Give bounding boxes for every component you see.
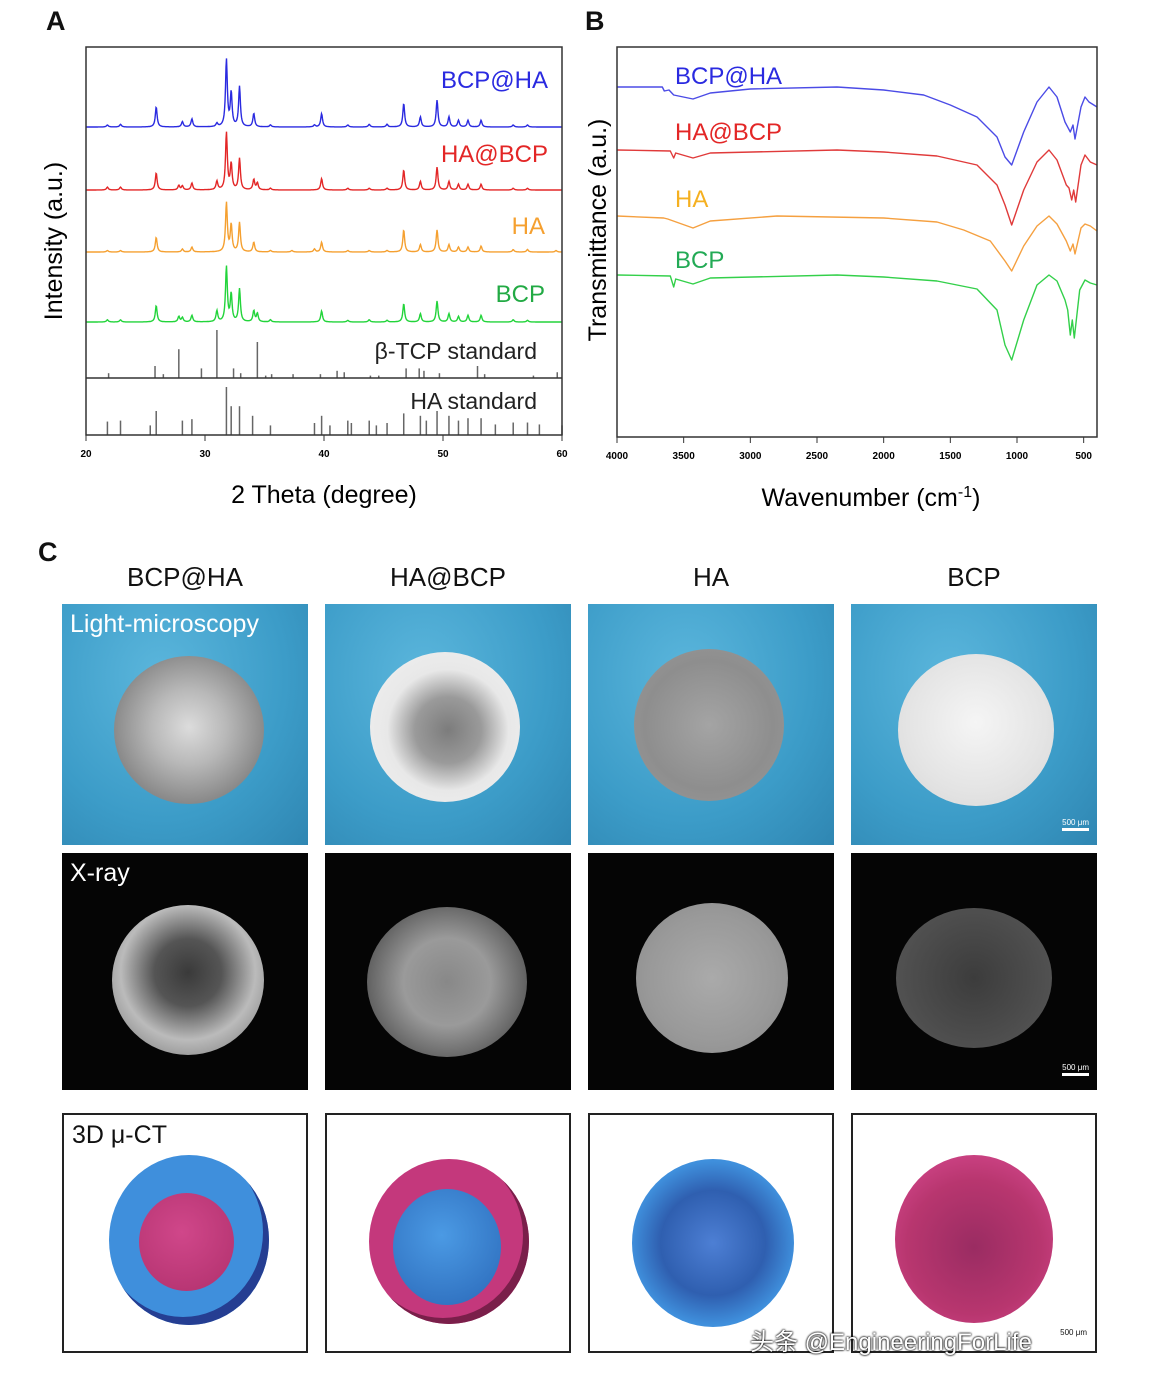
ftir-legend-bcp: BCP (675, 247, 724, 274)
ct-image-ha (588, 1113, 834, 1353)
ftir-series-bcp-ha (617, 86, 1098, 166)
panel-label-a: A (46, 6, 66, 36)
xrd-legend-ha: HA (512, 213, 545, 240)
ftir-y-label: Transmittance (a.u.) (584, 119, 612, 342)
xrd-series-ha-bcp (86, 131, 562, 191)
panel-label-c: C (38, 537, 58, 567)
scale-bar-xray: 500 μm (1062, 1063, 1089, 1076)
light-microscopy-image-ha (588, 604, 834, 845)
ftir-x-tick-label: 3500 (673, 451, 696, 462)
column-header-ha-bcp: HA@BCP (390, 562, 506, 592)
xrd-legend-bcp: BCP (496, 281, 545, 308)
row-label-xray: X-ray (70, 859, 130, 887)
ftir-series-ha-bcp (616, 149, 1098, 226)
panel-label-b: B (585, 6, 605, 36)
ftir-legend-bcp-ha: BCP@HA (675, 63, 782, 90)
ct-image-bcp: 500 μm (851, 1113, 1097, 1353)
xrd-series-bcp (86, 265, 562, 323)
ftir-x-tick-label: 3000 (739, 451, 762, 462)
xrd-plot-frame (85, 46, 563, 436)
xrd-chart: 20 30 40 50 60 2 Theta (degree) Intensity (a… (40, 46, 568, 509)
ftir-x-tick-label: 2500 (806, 451, 829, 462)
column-header-bcp-ha: BCP@HA (127, 562, 243, 592)
xrd-x-tick-label: 50 (437, 449, 449, 460)
light-microscopy-image-ha-bcp (325, 604, 571, 845)
ftir-x-tick-label: 4000 (606, 451, 629, 462)
row-label-3d-micro-ct: 3D μ-CT (72, 1121, 167, 1149)
ct-image-bcp-ha: 3D μ-CT (62, 1113, 308, 1353)
ftir-chart: 4000 3500 3000 2500 2000 1500 1000 500 Wavenumb… (584, 46, 1098, 512)
ftir-x-tick-label: 500 (1075, 451, 1092, 462)
ftir-series-bcp (616, 274, 1098, 361)
ftir-legend-ha-bcp: HA@BCP (675, 119, 782, 146)
xrd-legend-bcp-ha: BCP@HA (441, 67, 548, 94)
row-label-light-microscopy: Light-microscopy (70, 610, 259, 638)
xrd-x-tick-label: 30 (199, 449, 211, 460)
ftir-x-tick-label: 1500 (939, 451, 962, 462)
xrd-legend-ha-bcp: HA@BCP (441, 141, 548, 168)
scale-bar-light: 500 μm (1062, 818, 1089, 831)
xrd-x-tick-label: 20 (80, 449, 92, 460)
ftir-plot-frame (616, 46, 1098, 438)
scale-bar-ct: 500 μm (1060, 1328, 1087, 1337)
xrd-legend-ha-standard: HA standard (410, 388, 537, 414)
xrd-x-tick-label: 60 (556, 449, 568, 460)
xray-image-bcp: 500 μm (851, 853, 1097, 1090)
xrd-series-ha (86, 201, 562, 253)
ftir-x-label: Wavenumber (cm-1) (762, 484, 981, 512)
xrd-x-tick-label: 40 (318, 449, 330, 460)
xray-image-ha (588, 853, 834, 1090)
xrd-series-bcp-ha (86, 58, 562, 128)
xrd-x-label: 2 Theta (degree) (231, 481, 417, 509)
light-microscopy-image-bcp-ha: Light-microscopy (62, 604, 308, 845)
watermark: 头条 @EngineeringForLife (750, 1329, 1032, 1356)
xray-image-bcp-ha: X-ray (62, 853, 308, 1090)
xray-image-ha-bcp (325, 853, 571, 1090)
ct-image-ha-bcp (325, 1113, 571, 1353)
column-header-ha: HA (692, 562, 730, 592)
xrd-y-label: Intensity (a.u.) (40, 162, 68, 320)
light-microscopy-image-bcp: 500 μm (851, 604, 1097, 845)
ftir-x-tick-label: 1000 (1006, 451, 1029, 462)
xrd-legend-btcp-standard: β-TCP standard (375, 338, 537, 364)
ftir-x-tick-label: 2000 (873, 451, 896, 462)
ftir-series-ha (616, 215, 1098, 272)
column-header-bcp: BCP (947, 562, 1001, 592)
ftir-legend-ha: HA (675, 186, 708, 213)
